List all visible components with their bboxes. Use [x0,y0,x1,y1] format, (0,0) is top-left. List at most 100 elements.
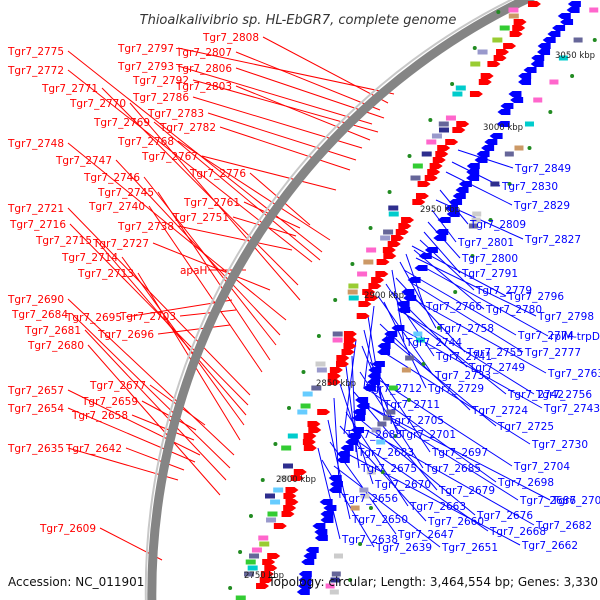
cog-feature-block [347,289,358,295]
cog-feature-block [421,151,432,157]
forward-leader-line [207,112,357,161]
forward-gene-label: Tgr7_2738 [117,221,174,233]
forward-gene-label: Tgr7_2797 [117,43,174,55]
reverse-gene-arrow [530,61,544,67]
forward-gene-arrow [437,145,451,151]
forward-gene-arrow [341,349,355,355]
forward-gene-arrow [365,295,379,301]
forward-gene-arrow [427,169,441,175]
reverse-gene-arrow [466,163,480,169]
leader-lines [67,36,551,561]
reverse-gene-label: Tgr7_2749 [468,362,525,374]
cog-feature-block [273,487,284,493]
reverse-gene-arrow [537,49,551,55]
forward-gene-label: Tgr7_2782 [159,122,216,134]
reverse-gene-arrow [474,157,488,163]
cog-feature-block [468,223,478,229]
cog-feature-block [330,577,340,583]
cog-feature-block [259,541,270,547]
cog-feature-block [383,415,393,421]
cog-feature-block [504,151,514,157]
reverse-gene-arrow [560,19,574,25]
forward-leader-line [67,389,201,456]
reverse-leader-line [343,339,357,435]
forward-gene-arrow [302,439,316,445]
reverse-leader-line [431,209,457,243]
genome-backbone-highlight [144,0,514,600]
forward-gene-arrow [308,427,322,433]
forward-leader-line [157,324,231,335]
reverse-gene-arrow [433,235,447,241]
forward-gene-arrow [273,523,287,529]
forward-gene-label: Tgr7_2803 [175,81,232,93]
cog-feature-block [366,247,377,253]
forward-gene-arrow [307,421,321,427]
reverse-gene-arrow [377,343,391,349]
forward-gene-label: Tgr7_2657 [7,385,64,397]
reverse-gene-label: Tgr7_2660 [427,516,484,528]
reverse-gene-arrow [518,79,532,85]
kbp-position-label: 2850 kbp [316,379,356,389]
forward-leader-line [179,309,237,317]
reverse-gene-arrow [481,145,495,151]
reverse-gene-label: rplM-trpD [550,331,600,343]
reverse-leader-line [333,465,441,548]
cog-feature-block [315,361,326,367]
forward-gene-arrow [383,253,397,259]
feature-tracks [144,0,599,600]
reverse-gene-arrow [323,505,337,511]
forward-gene-label: Tgr7_2713 [77,268,134,280]
reverse-gene-arrow [367,379,381,385]
forward-gene-arrow [375,271,389,277]
forward-gene-label: Tgr7_2786 [132,92,189,104]
reverse-leader-line [383,301,427,389]
forward-gene-label: Tgr7_2767 [141,151,198,163]
reverse-gene-label: Tgr7_2711 [383,399,440,411]
reverse-gene-label: Tgr7_2796 [507,291,564,303]
forward-gene-label: Tgr7_2807 [175,47,232,59]
reverse-gene-label: Tgr7_2763 [547,368,600,380]
scale-tick-dot [421,362,426,366]
reverse-gene-label: Tgr7_2701 [399,429,456,441]
scale-tick-dot [548,110,553,114]
cog-feature-block [281,445,292,451]
forward-leader-line [131,414,195,441]
scale-tick-dot [436,326,441,330]
cog-feature-block [264,493,275,499]
reverse-gene-label: Tgr7_2686 [519,495,576,507]
scale-tick-dot [260,478,265,482]
reverse-gene-arrow [297,583,311,589]
cog-feature-block [445,115,456,121]
reverse-gene-arrow [305,547,319,553]
forward-gene-arrow [260,571,274,577]
cog-feature-block [348,295,359,301]
reverse-gene-label: Tgr7_2743 [543,403,600,415]
scale-tick-dot [387,190,392,194]
forward-gene-label: Tgr7_2681 [24,325,81,337]
kbp-position-label: 2800 kbp [276,475,316,485]
scale-tick-dot [348,578,353,582]
cog-feature-block [490,181,500,187]
forward-gene-arrow [329,367,343,373]
cog-feature-block [311,385,322,391]
reverse-gene-label: Tgr7_2829 [513,200,570,212]
reverse-gene-arrow [314,535,328,541]
cog-feature-block [245,559,256,565]
forward-gene-label: Tgr7_2771 [41,83,98,95]
cog-feature-block [383,229,394,235]
reverse-gene-label: Tgr7_2704 [513,461,570,473]
reverse-gene-arrow [523,67,537,73]
reverse-gene-arrow [446,211,460,217]
reverse-gene-arrow [384,331,398,337]
reverse-gene-arrow [567,1,581,7]
forward-gene-arrow [415,193,429,199]
reverse-gene-label: Tgr7_2758 [437,323,494,335]
cog-feature-block [405,355,415,361]
reverse-gene-arrow [484,139,498,145]
cog-feature-block [508,7,519,13]
reverse-gene-label: Tgr7_2670 [374,479,431,491]
reverse-gene-arrow [497,109,511,115]
cog-feature-block [589,7,599,13]
